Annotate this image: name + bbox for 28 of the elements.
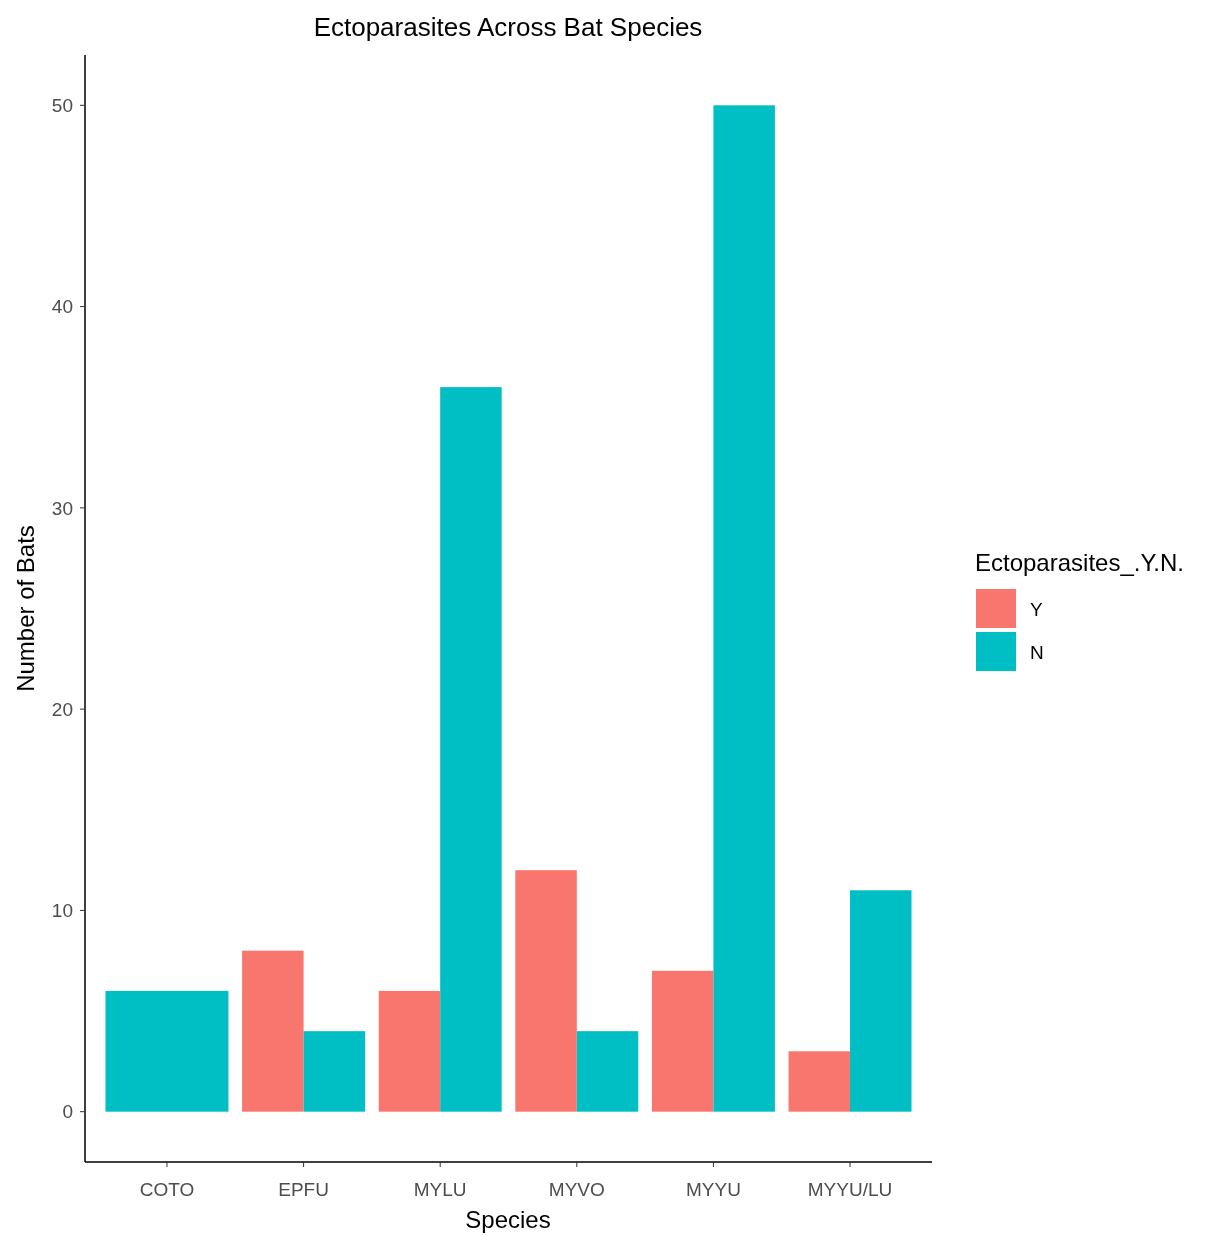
bar <box>242 950 304 1112</box>
bar <box>713 105 775 1112</box>
bar <box>303 1031 366 1112</box>
y-axis-title: Number of Bats <box>12 525 39 692</box>
legend-label: Y <box>1030 598 1043 620</box>
y-tick-label: 10 <box>51 900 73 922</box>
bar <box>788 1051 851 1112</box>
x-tick-label: EPFU <box>278 1179 329 1200</box>
x-tick-label: MYVO <box>548 1179 605 1200</box>
x-tick-label: MYYU <box>685 1179 741 1200</box>
x-tick-label: COTO <box>139 1179 195 1200</box>
bar <box>651 970 714 1112</box>
y-tick-label: 0 <box>62 1101 73 1123</box>
y-tick-label: 50 <box>51 94 73 116</box>
bar <box>515 870 577 1112</box>
legend-title: Ectoparasites_.Y.N. <box>975 549 1185 576</box>
legend-label: N <box>1030 641 1044 663</box>
x-axis-title: Species <box>465 1206 551 1233</box>
y-tick-label: 40 <box>51 296 73 318</box>
y-tick-label: 20 <box>51 698 73 720</box>
bar <box>576 1031 639 1112</box>
y-tick-label: 30 <box>51 497 73 519</box>
x-tick-label: MYLU <box>413 1179 467 1200</box>
bar <box>440 387 502 1112</box>
bar <box>850 890 912 1112</box>
chart-title: Ectoparasites Across Bat Species <box>313 12 703 42</box>
x-tick-label: MYYU/LU <box>807 1179 893 1200</box>
bar <box>378 990 441 1112</box>
